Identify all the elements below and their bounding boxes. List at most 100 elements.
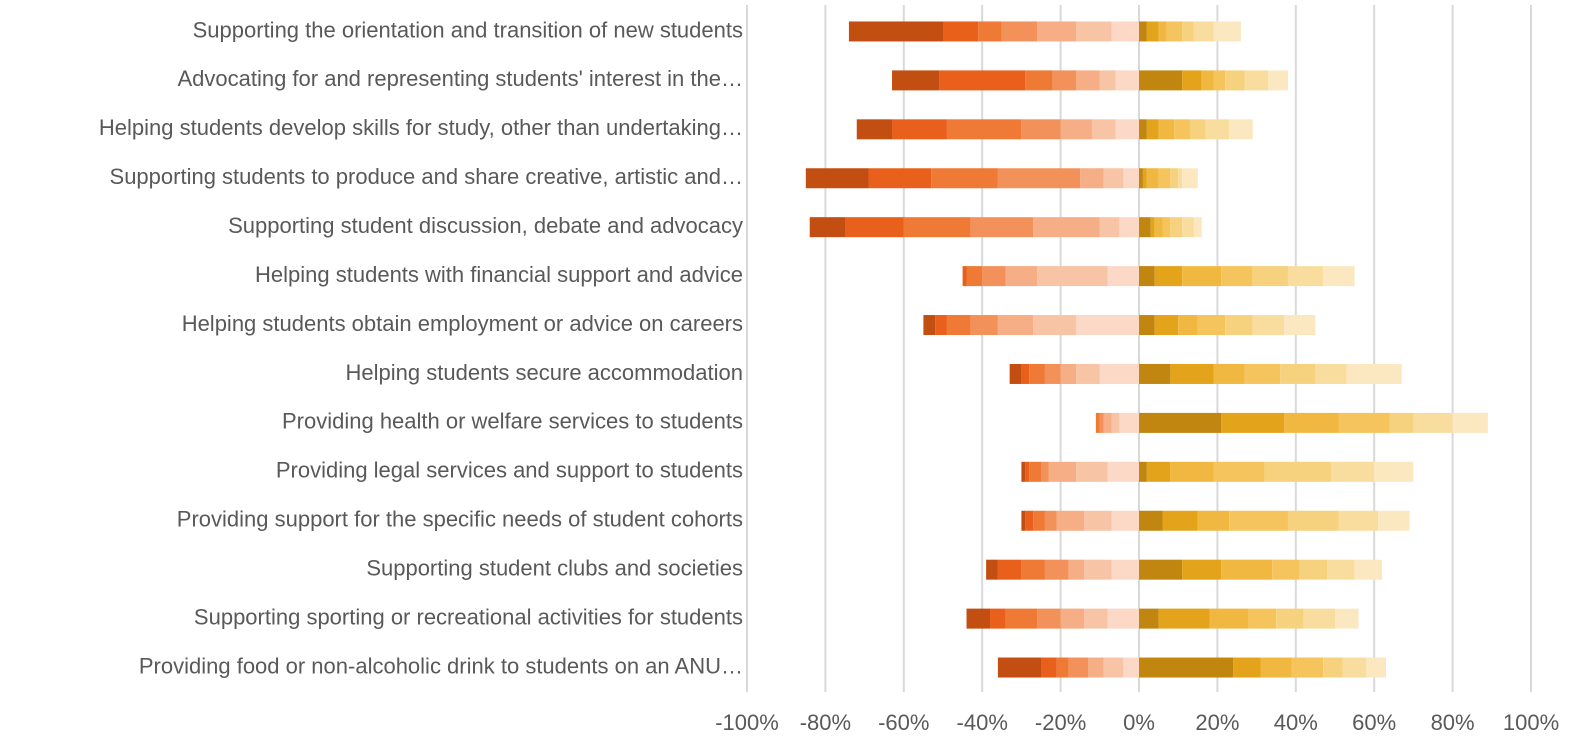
bar-segment [1095,412,1100,433]
bar-segment [856,119,893,140]
bar-segment [1041,657,1057,678]
bar-segment [1033,510,1045,531]
bar-segment [1084,510,1112,531]
bar-segment [1374,461,1414,482]
bar-segment [1139,21,1147,42]
bar-segment [1315,363,1347,384]
x-tick-label: 0% [1123,710,1155,735]
bar-segment [1044,510,1057,531]
bar-segment [1025,461,1030,482]
bar-segment [1182,168,1198,189]
bar-segment [1197,315,1226,336]
bar-segment [1033,315,1077,336]
bar-segment [1378,510,1410,531]
bar-segment [1342,657,1367,678]
bar-segment [1099,363,1139,384]
bar-segment [1182,70,1202,91]
bar-segment [1103,657,1124,678]
x-tick-label: -100% [715,710,779,735]
bar-segment [1076,461,1108,482]
bar-segment [1076,21,1112,42]
category-label: Providing health or welfare services to … [282,409,743,434]
bar-segment [1174,119,1190,140]
bar-segment [1005,266,1038,287]
bar-segment [1119,217,1139,238]
bar-segment [982,266,1006,287]
bar-segment [1338,412,1390,433]
bar-segment [1272,559,1300,580]
x-tick-label: 60% [1352,710,1396,735]
category-label: Supporting the orientation and transitio… [193,17,743,42]
category-label: Providing support for the specific needs… [177,507,743,532]
bar-segment [1213,70,1226,91]
bar-segment [1154,315,1179,336]
bar-segment [997,168,1081,189]
bar-segment [935,315,947,336]
category-label: Helping students develop skills for stud… [99,115,743,140]
bar-segment [1291,657,1324,678]
bar-segment [1233,657,1261,678]
x-tick-label: 80% [1431,710,1475,735]
bar-segment [1139,315,1155,336]
x-tick-label: 100% [1503,710,1559,735]
bar-segment [1025,510,1034,531]
category-label: Supporting sporting or recreational acti… [194,604,743,629]
bar-segment [1099,217,1120,238]
bar-segment [1170,363,1214,384]
bar-segment [1323,657,1343,678]
bar-segment [1276,608,1304,629]
bar-segment [1139,363,1171,384]
bar-segment [892,70,940,91]
bar-segment [970,315,998,336]
bar-segment [923,315,936,336]
bar-segment [1107,266,1139,287]
bar-segment [939,70,1026,91]
bar-segment [1048,461,1077,482]
bar-segment [1244,70,1269,91]
bar-segment [809,217,845,238]
bar-segment [1037,608,1061,629]
bar-segment [1139,266,1155,287]
bar-segment [1068,657,1089,678]
bar-segment [1170,217,1183,238]
bar-segment [1068,559,1085,580]
bar-segment [1331,461,1375,482]
bar-segment [1025,70,1053,91]
bar-segment [966,608,991,629]
bar-segment [943,21,979,42]
bar-segment [1264,461,1332,482]
category-label: Advocating for and representing students… [177,66,743,91]
bar-segment [805,168,869,189]
bar-segment [1189,119,1206,140]
bar-segment [1103,412,1112,433]
bar-segment [1193,21,1214,42]
bar-segment [1139,608,1159,629]
bar-segment [1213,461,1265,482]
x-tick-label: -60% [878,710,929,735]
bar-segment [1139,119,1147,140]
bar-segment [1060,119,1092,140]
bar-segment [1158,608,1210,629]
bar-segment [1197,510,1230,531]
bar-segment [986,559,998,580]
bar-segment [1076,315,1139,336]
bar-segment [1037,21,1077,42]
bar-segment [1088,657,1104,678]
bar-segment [997,559,1022,580]
bar-segment [1009,363,1022,384]
bar-segment [946,315,971,336]
bar-segment [1221,412,1285,433]
bar-segment [1033,217,1100,238]
bar-segment [1413,412,1453,433]
bar-segment [978,21,1002,42]
category-label: Providing food or non-alcoholic drink to… [139,653,743,678]
bar-segment [1303,608,1335,629]
bar-segment [1111,559,1139,580]
bar-segment [1029,461,1041,482]
bar-segment [1158,119,1175,140]
bar-segment [1346,363,1402,384]
bar-segment [1280,363,1316,384]
bar-segment [1323,266,1355,287]
bar-segment [1221,559,1273,580]
bar-segment [1182,266,1222,287]
